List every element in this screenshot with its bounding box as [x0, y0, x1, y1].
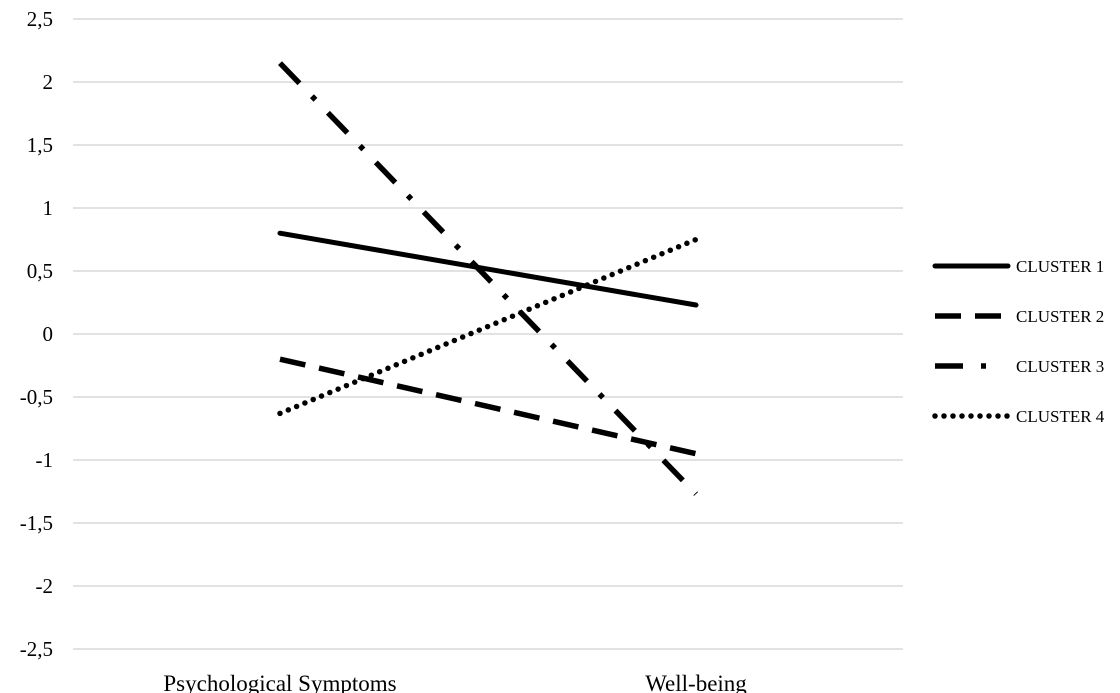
y-tick-label: 2 [43, 70, 54, 94]
series-line [277, 236, 699, 417]
x-axis-categories: Psychological Symptoms Well-being [163, 671, 747, 693]
legend-item-4: CLUSTER 4 [932, 407, 1105, 426]
legend-label: CLUSTER 1 [1016, 257, 1104, 276]
legend: CLUSTER 1 CLUSTER 2 CLUSTER 3 CLUSTER 4 [932, 257, 1105, 426]
gridlines [73, 18, 903, 650]
y-tick-label: 0,5 [27, 259, 53, 283]
y-tick-label: 2,5 [27, 7, 53, 31]
y-tick-label: -2,5 [20, 637, 53, 661]
series-4 [277, 236, 699, 417]
y-tick-label: -1,5 [20, 511, 53, 535]
series-1 [277, 230, 699, 308]
y-axis-ticks: 2,5 2 1,5 1 0,5 0 -0,5 -1 -1,5 -2 -2,5 [20, 7, 53, 661]
series-line [279, 356, 697, 457]
legend-item-3: CLUSTER 3 [935, 357, 1104, 376]
y-tick-label: 1 [43, 196, 54, 220]
y-tick-label: -0,5 [20, 385, 53, 409]
series-3 [278, 61, 698, 496]
legend-label: CLUSTER 4 [1016, 407, 1105, 426]
series-lines [277, 61, 699, 496]
series-line [277, 230, 699, 308]
legend-item-2: CLUSTER 2 [935, 307, 1104, 326]
y-tick-label: 0 [43, 322, 54, 346]
x-category-label: Well-being [645, 671, 747, 693]
y-tick-label: 1,5 [27, 133, 53, 157]
legend-item-1: CLUSTER 1 [932, 257, 1104, 276]
y-tick-label: -2 [36, 574, 54, 598]
series-2 [279, 356, 697, 457]
x-category-label: Psychological Symptoms [163, 671, 396, 693]
series-line [278, 61, 698, 496]
y-tick-label: -1 [36, 448, 54, 472]
legend-label: CLUSTER 3 [1016, 357, 1104, 376]
legend-label: CLUSTER 2 [1016, 307, 1104, 326]
